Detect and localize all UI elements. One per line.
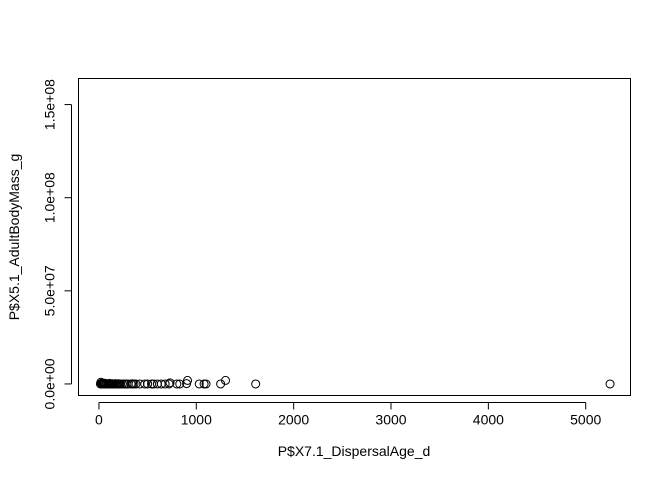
y-tick-label: 0.0e+00 <box>42 358 58 409</box>
x-tick-label: 4000 <box>473 412 504 428</box>
data-point <box>605 379 615 389</box>
data-point <box>172 379 182 389</box>
x-axis-label: P$X7.1_DispersalAge_d <box>278 443 431 459</box>
y-tick-label: 1.5e+08 <box>42 79 58 130</box>
y-axis-label: P$X5.1_AdultBodyMass_g <box>6 154 22 321</box>
data-point <box>194 379 204 389</box>
data-points <box>95 375 615 389</box>
x-tick-label: 1000 <box>181 412 212 428</box>
data-point <box>143 379 153 389</box>
data-point <box>183 375 193 385</box>
data-point <box>251 379 261 389</box>
x-tick-label: 2000 <box>278 412 309 428</box>
data-point <box>140 379 150 389</box>
x-tick-label: 3000 <box>375 412 406 428</box>
y-axis: 0.0e+00 5.0e+07 1.0e+08 1.5e+08 <box>42 79 72 409</box>
x-tick-label: 0 <box>95 412 103 428</box>
data-point <box>201 379 211 389</box>
x-tick-label: 5000 <box>570 412 601 428</box>
data-point <box>160 379 170 389</box>
y-tick-label: 1.0e+08 <box>42 172 58 223</box>
x-axis: 0 1000 2000 3000 4000 5000 <box>95 402 601 428</box>
data-point <box>165 378 175 388</box>
data-point <box>221 375 231 385</box>
plot-frame <box>78 78 631 396</box>
y-tick-label: 5.0e+07 <box>42 265 58 316</box>
data-point <box>131 379 141 389</box>
data-point <box>199 379 209 389</box>
data-point <box>175 379 185 389</box>
